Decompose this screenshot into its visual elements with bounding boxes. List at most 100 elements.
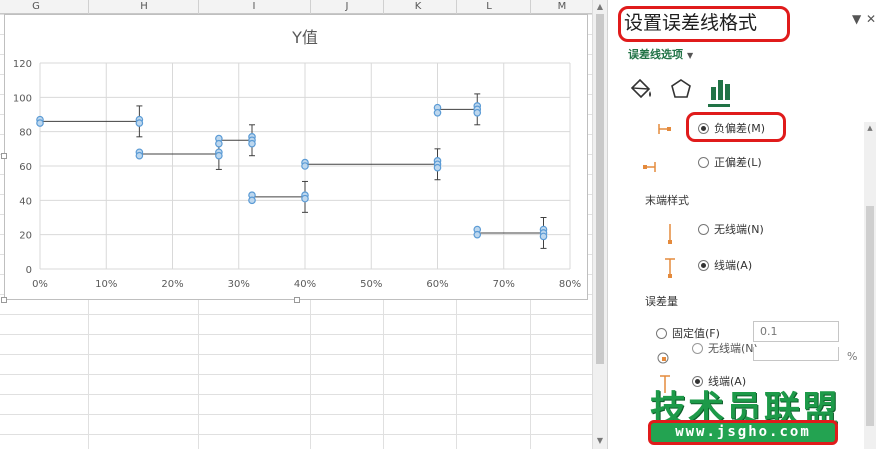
close-icon[interactable]: ✕: [866, 12, 877, 26]
chart-title[interactable]: Y值: [291, 28, 318, 47]
fixed-value-input[interactable]: 0.1: [753, 321, 839, 342]
chart-resize-handle-bottom-left[interactable]: [1, 297, 7, 303]
y-tick-label: 120: [13, 59, 32, 70]
overlap-cap-radio: [692, 375, 703, 387]
sheet-vertical-scrollbar[interactable]: ▲ ▼: [592, 0, 607, 449]
cap-option[interactable]: 线端(A): [698, 257, 752, 273]
grid-row-line: [0, 374, 592, 375]
minus-direction-label: 负偏差(M): [714, 122, 766, 135]
pane-scroll-thumb[interactable]: [866, 206, 874, 426]
x-tick-label: 50%: [360, 279, 382, 290]
x-tick-label: 30%: [228, 279, 250, 290]
overlap-no-cap-radio: [692, 342, 703, 354]
active-tab-indicator: [708, 104, 730, 107]
cap-radio[interactable]: [698, 259, 709, 271]
percentage-input[interactable]: [753, 347, 839, 361]
title-highlight-outline: [618, 6, 790, 42]
plus-error-bar-icon: [643, 162, 656, 172]
data-point[interactable]: [473, 108, 482, 117]
x-tick-label: 10%: [95, 279, 117, 290]
y-tick-label: 40: [19, 196, 32, 207]
no-cap-radio[interactable]: [698, 223, 709, 235]
data-point[interactable]: [248, 139, 256, 148]
data-point[interactable]: [215, 151, 223, 160]
effects-pentagon-icon[interactable]: [668, 76, 694, 102]
percentage-option-icon: [657, 352, 669, 364]
bar-chart-icon[interactable]: [708, 76, 734, 102]
plus-direction-label: 正偏差(L): [714, 156, 762, 169]
column-header-i[interactable]: I: [252, 1, 256, 12]
x-tick-label: 20%: [161, 279, 183, 290]
overlap-no-cap-label: 无线端(N): [708, 342, 758, 355]
watermark-url: www.jsgho.com: [675, 424, 811, 440]
no-cap-label: 无线端(N): [714, 223, 764, 236]
watermark-url-box: www.jsgho.com: [648, 420, 838, 445]
chart-area[interactable]: Y值 0 20 40 60 80 100 120 0% 10% 20% 30% 40% 50% 60% 70%…: [4, 14, 588, 300]
fixed-value-label: 固定值(F): [672, 327, 720, 340]
column-header-j[interactable]: J: [345, 1, 349, 12]
end-style-heading: 末端样式: [645, 194, 689, 207]
scroll-up-icon[interactable]: ▲: [596, 2, 604, 11]
data-point[interactable]: [433, 163, 442, 172]
column-header-k[interactable]: K: [414, 1, 422, 12]
data-point[interactable]: [135, 119, 144, 127]
y-tick-label: 0: [26, 265, 32, 276]
overlap-cap-label: 线端(A): [708, 375, 747, 388]
data-point[interactable]: [539, 232, 548, 241]
data-point[interactable]: [135, 151, 144, 160]
column-header-h[interactable]: H: [140, 1, 148, 12]
no-cap-option[interactable]: 无线端(N): [698, 221, 764, 237]
column-header-m[interactable]: M: [557, 1, 567, 12]
overlap-cap-icon: [660, 375, 670, 393]
pane-options-dropdown-icon[interactable]: ▼: [852, 12, 862, 26]
plus-direction-option[interactable]: 正偏差(L): [698, 154, 762, 170]
scroll-down-icon[interactable]: ▼: [596, 436, 604, 445]
y-tick-label: 20: [19, 231, 32, 242]
x-tick-label: 70%: [493, 279, 515, 290]
scroll-thumb[interactable]: [596, 14, 604, 364]
pane-vertical-scrollbar[interactable]: ▲: [864, 122, 876, 449]
grid-row-line: [0, 434, 592, 435]
chart-resize-handle-left[interactable]: [1, 153, 7, 159]
fixed-value-option[interactable]: 固定值(F): [656, 325, 720, 341]
column-header-l[interactable]: L: [486, 1, 492, 12]
data-point[interactable]: [301, 194, 309, 203]
data-point[interactable]: [248, 196, 256, 205]
grid-row-line: [0, 354, 592, 355]
scatter-chart[interactable]: Y值 0 20 40 60 80 100 120 0% 10% 20% 30% 40% 50% 60% 70%…: [5, 15, 587, 299]
fixed-value-radio[interactable]: [656, 327, 667, 339]
cap-icon: [665, 258, 675, 278]
spreadsheet-area[interactable]: G H I J K L M Y值 0 20 40 60 80 100 120 0% 10% 20% 3…: [0, 0, 592, 449]
minus-direction-radio[interactable]: [698, 122, 709, 134]
grid-row-line: [0, 414, 592, 415]
data-point[interactable]: [433, 108, 442, 117]
error-bar-options-tab[interactable]: 误差线选项 ▼: [628, 46, 693, 62]
data-point[interactable]: [301, 162, 309, 170]
no-cap-icon: [668, 224, 672, 244]
chevron-down-icon: ▼: [687, 51, 694, 60]
data-point[interactable]: [473, 230, 482, 239]
column-headers: G H I J K L M: [0, 0, 592, 14]
error-bar-options-label: 误差线选项: [628, 48, 683, 61]
format-error-bars-pane: 设置误差线格式 ▼ ✕ 误差线选项 ▼ 负偏差(M) 正偏差(L) 末端样式: [607, 0, 879, 449]
y-tick-label: 60: [19, 162, 32, 173]
data-point[interactable]: [36, 119, 44, 127]
cap-label: 线端(A): [714, 259, 753, 272]
x-tick-label: 40%: [294, 279, 316, 290]
plus-direction-radio[interactable]: [698, 156, 709, 168]
y-tick-label: 80: [19, 128, 32, 139]
pane-scroll-up-icon[interactable]: ▲: [867, 124, 873, 132]
pane-title: 设置误差线格式: [624, 12, 758, 34]
percentage-sign: %: [847, 350, 858, 363]
minus-direction-option[interactable]: 负偏差(M): [698, 120, 765, 136]
overlap-no-cap-option: 无线端(N): [692, 340, 758, 356]
fill-bucket-icon[interactable]: [628, 76, 654, 102]
x-tick-label: 60%: [426, 279, 448, 290]
data-point[interactable]: [215, 139, 223, 148]
chart-resize-handle-bottom[interactable]: [294, 297, 300, 303]
minus-error-bar-icon: [658, 124, 671, 134]
grid-row-line: [0, 314, 592, 315]
column-header-g[interactable]: G: [32, 1, 40, 12]
y-tick-label: 100: [13, 93, 32, 104]
minus-highlight-outline: [686, 112, 786, 142]
